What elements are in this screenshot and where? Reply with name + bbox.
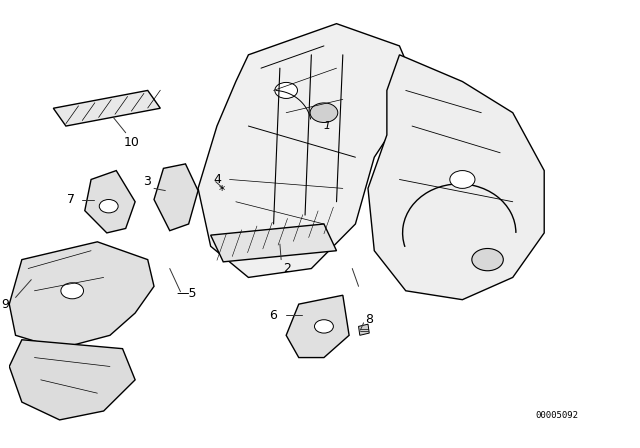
Circle shape	[314, 320, 333, 333]
Polygon shape	[154, 164, 198, 231]
Text: *: *	[219, 184, 225, 197]
Text: 8: 8	[365, 313, 373, 326]
Circle shape	[61, 283, 84, 299]
Text: 6: 6	[269, 309, 276, 322]
Circle shape	[99, 199, 118, 213]
Text: 2: 2	[283, 262, 291, 275]
Text: 1: 1	[324, 121, 331, 131]
Text: 3: 3	[143, 175, 151, 188]
Circle shape	[450, 171, 475, 188]
Polygon shape	[9, 242, 154, 349]
Polygon shape	[84, 171, 135, 233]
Text: 10: 10	[124, 136, 140, 149]
Polygon shape	[368, 55, 544, 300]
Polygon shape	[211, 224, 337, 262]
Text: 9: 9	[1, 297, 9, 310]
Circle shape	[275, 82, 298, 99]
Polygon shape	[358, 324, 369, 335]
Polygon shape	[9, 340, 135, 420]
Text: 7: 7	[67, 193, 76, 206]
Text: 00005092: 00005092	[535, 411, 579, 420]
Polygon shape	[53, 90, 160, 126]
Circle shape	[472, 249, 503, 271]
Polygon shape	[286, 295, 349, 358]
Text: 4: 4	[214, 173, 221, 186]
Text: —5: —5	[176, 287, 196, 300]
Circle shape	[310, 103, 338, 122]
Polygon shape	[198, 24, 419, 277]
